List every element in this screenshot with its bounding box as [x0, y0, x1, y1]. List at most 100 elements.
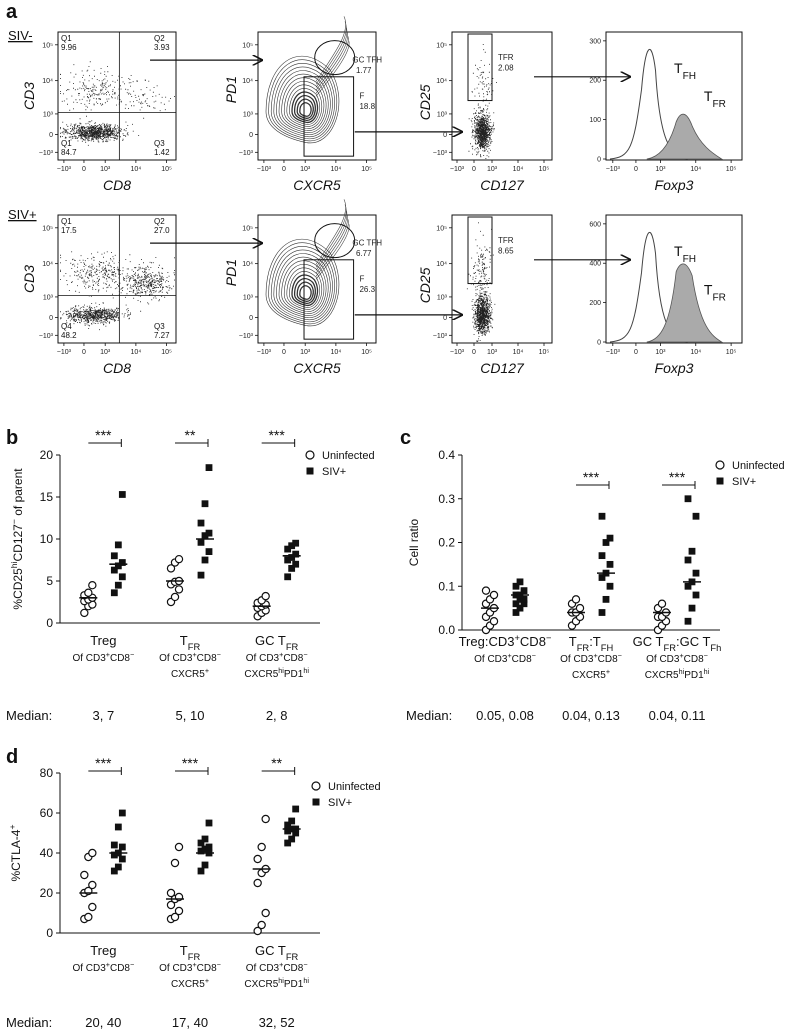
- a1-pd1cxcr5-ytick-label-0: −10³: [239, 150, 254, 157]
- panel-c-ytick-label-3: 0.3: [438, 492, 455, 506]
- panel-c-point-uninfected: [489, 590, 499, 600]
- a1-foxp3-axis-label: Foxp3: [655, 177, 694, 193]
- panel-d-point-siv: [288, 835, 296, 843]
- a2-q3-label: Q3 7.27: [154, 322, 170, 340]
- panel-b-category-label: TFR: [180, 633, 201, 652]
- contour-line: [273, 249, 333, 320]
- a1-hist-ytick-label-3: 300: [589, 38, 601, 45]
- a1-hist-ytick-label-1: 100: [589, 117, 601, 124]
- panel-a-plots-row-1: −10³ 0 10³ 10⁴ 10⁵ −10³ 0 10³ 10⁴ 10⁵ Q1 9.96 Q2 3.93…: [21, 16, 743, 193]
- a1-f-value: 18.8: [359, 102, 375, 111]
- panel-d-legend-uninfected-label: Uninfected: [328, 781, 381, 793]
- a1-cd3cd8-dots-main: [60, 115, 140, 146]
- a2-pd1cxcr5-ytick-label-2: 10³: [243, 294, 254, 301]
- a2-cd25cd127-ytick-label-1: 0: [443, 315, 447, 322]
- contour-line: [291, 91, 319, 123]
- panel-d-point-siv: [197, 839, 205, 847]
- panel-b-sig-stars: ***: [95, 427, 112, 443]
- panel-d-category-label: Of CD3+CD8−: [72, 960, 134, 975]
- panel-b-legend-siv-label: SIV+: [322, 466, 346, 478]
- a1-cd25cd127-ytick-label-3: 10⁴: [436, 78, 447, 85]
- panel-d-point-uninfected: [170, 858, 180, 868]
- a2-cd3cd8-dots-cd3: [60, 251, 157, 299]
- panel-d-point-siv: [284, 839, 292, 847]
- panel-c-point-siv: [598, 609, 606, 616]
- panel-c-sig-stars: ***: [669, 469, 686, 485]
- panel-d-point-siv: [197, 867, 205, 875]
- panel-b-point-siv: [201, 500, 209, 508]
- contour-tail: [315, 16, 346, 82]
- panel-c-point-siv: [606, 534, 614, 542]
- panel-d-median-value: 17, 40: [172, 1015, 208, 1030]
- contour-tail: [315, 224, 350, 280]
- a1-hist-xtick-label-0: −10³: [606, 166, 621, 173]
- a1-cd3cd8-ytick-label-3: 10⁴: [42, 78, 53, 85]
- panel-d-category-label: CXCR5hiPD1hi: [244, 976, 309, 991]
- panel-d-point-uninfected: [80, 870, 89, 880]
- panel-c-point-siv: [516, 578, 524, 586]
- a1-cd3-axis-label: CD3: [21, 82, 37, 110]
- panel-d-sig-stars: ***: [95, 755, 112, 771]
- panel-b-median-value: 2, 8: [266, 708, 288, 723]
- a1-gc-tfh-gate: [314, 40, 356, 76]
- panel-c-legend-uninfected-marker: [715, 460, 725, 470]
- panel-b-point-siv: [197, 571, 205, 579]
- panel-b-point-siv: [205, 548, 213, 555]
- a2-tfh-label: TFH: [674, 243, 696, 265]
- panel-d-point-uninfected: [261, 908, 270, 918]
- panel-b-point-siv: [110, 589, 118, 597]
- panel-b-point-siv: [288, 554, 296, 561]
- panel-b-point-siv: [288, 542, 296, 550]
- panel-c-point-siv: [512, 609, 520, 616]
- panel-b-point-siv: [114, 581, 122, 589]
- panel-d-point-uninfected: [88, 880, 97, 890]
- panel-d-point-siv: [284, 827, 292, 835]
- panel-b-ytick-label-3: 15: [40, 490, 54, 504]
- panel-b-point-siv: [197, 538, 205, 546]
- a2-cd3-axis-label: CD3: [21, 265, 37, 293]
- panel-b-chart: b 0 5 10 15 20 %CD25hiCD127− of parent *** Treg O…: [6, 427, 375, 723]
- a1-f-label: F: [359, 92, 364, 101]
- panel-b-category-label: CXCR5hiPD1hi: [244, 666, 309, 681]
- panel-d-point-siv: [118, 809, 126, 817]
- a1-tfr-label: TFR: [498, 53, 514, 62]
- contour-line: [286, 267, 322, 310]
- panel-b-legend-siv-marker: [306, 467, 314, 475]
- panel-d-median-label: Median:: [6, 1015, 52, 1030]
- contour-line: [273, 66, 333, 137]
- a1-pd1cxcr5-ytick-label-4: 10⁵: [242, 42, 253, 49]
- panel-d-point-uninfected: [166, 900, 176, 910]
- a2-hist-ytick-label-0: 0: [597, 340, 601, 347]
- panel-d-point-siv: [201, 845, 209, 853]
- panel-c-point-siv: [692, 569, 700, 577]
- a2-tfr-hist-label: TFR: [704, 281, 726, 303]
- panel-c-sig-stars: ***: [583, 469, 600, 485]
- panel-d-ytick-label-3: 60: [40, 806, 54, 820]
- contour-tail: [315, 31, 348, 91]
- a1-cd25cd127-xtick-label-3: 10⁴: [513, 166, 524, 173]
- a2-pd1cxcr5-ytick-label-3: 10⁴: [242, 261, 253, 268]
- panel-c-y-axis-title: Cell ratio: [407, 519, 421, 567]
- a2-cd3cd8-xtick-label-0: −10³: [57, 349, 72, 356]
- a1-f-gate: [303, 76, 355, 157]
- panel-d-sig-stars: **: [271, 755, 282, 771]
- panel-d-point-siv: [118, 843, 126, 851]
- contour-line: [281, 77, 327, 131]
- a2-hist-xtick-label-3: 10⁴: [690, 349, 701, 356]
- a1-cd25cd127-ytick-label-4: 10⁵: [436, 42, 447, 49]
- panel-b-point-uninfected: [261, 591, 270, 601]
- a2-tfr-gate: [467, 216, 493, 285]
- a2-pd1cxcr5-xtick-label-3: 10⁴: [330, 349, 341, 356]
- a2-cd3cd8-xtick-label-1: 0: [82, 349, 86, 356]
- panel-b-category-label: CXCR5+: [171, 666, 209, 681]
- a2-cxcr5-axis-label: CXCR5: [293, 360, 341, 376]
- contour-line: [265, 55, 340, 144]
- a1-cd3cd8-frame: [57, 31, 177, 161]
- a2-cd3cd8-xtick-label-3: 10⁴: [130, 349, 141, 356]
- panel-d-point-siv: [205, 843, 213, 851]
- panel-d-point-uninfected: [174, 842, 184, 852]
- panel-c-category-label: TFR:TFH: [569, 634, 613, 653]
- panel-d-point-siv: [114, 823, 122, 831]
- panel-b-category-label: GC TFR: [255, 633, 299, 652]
- contour-line: [270, 63, 335, 139]
